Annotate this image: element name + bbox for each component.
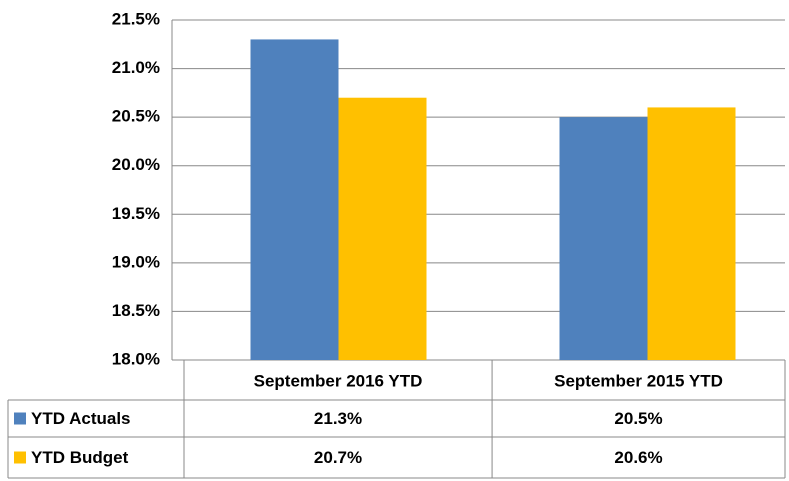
y-tick-label: 21.5% <box>112 9 160 28</box>
bar <box>250 39 339 361</box>
bar <box>647 107 736 360</box>
table-value: 20.5% <box>614 409 662 428</box>
y-tick-label: 21.0% <box>112 58 160 77</box>
category-label: September 2015 YTD <box>554 371 723 390</box>
bar <box>338 97 427 360</box>
y-tick-label: 18.0% <box>112 349 160 368</box>
bar <box>559 117 648 361</box>
y-tick-label: 19.5% <box>112 204 160 223</box>
y-tick-label: 18.5% <box>112 301 160 320</box>
table-value: 20.7% <box>314 448 362 467</box>
legend-swatch <box>14 412 26 425</box>
category-label: September 2016 YTD <box>254 371 423 390</box>
table-value: 21.3% <box>314 409 362 428</box>
y-tick-label: 20.0% <box>112 155 160 174</box>
legend-label: YTD Budget <box>31 448 129 467</box>
legend-label: YTD Actuals <box>31 409 131 428</box>
y-tick-label: 20.5% <box>112 107 160 126</box>
y-tick-label: 19.0% <box>112 252 160 271</box>
table-value: 20.6% <box>614 448 662 467</box>
legend-swatch <box>14 451 26 464</box>
